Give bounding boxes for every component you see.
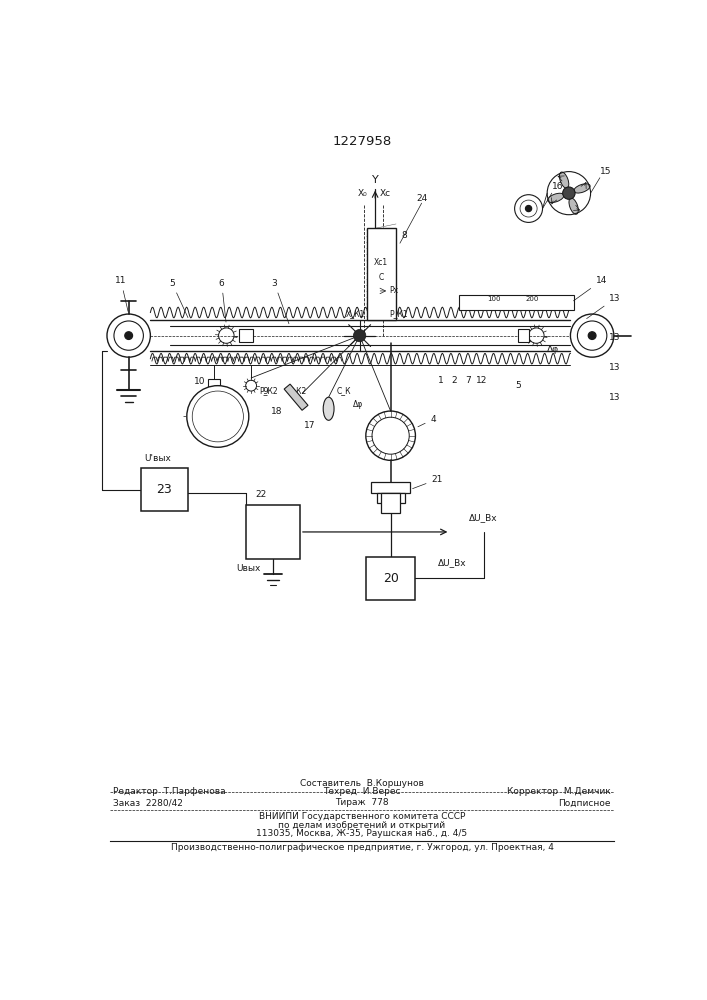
Ellipse shape [323,397,334,420]
Text: Р_К1: Р_К1 [389,310,408,319]
Bar [367,228,396,320]
Text: 113035, Москва, Ж-35, Раушская наб., д. 4/5: 113035, Москва, Ж-35, Раушская наб., д. … [257,829,467,838]
Text: Xc1: Xc1 [374,258,388,267]
Text: 2: 2 [451,376,457,385]
Text: 10: 10 [194,377,206,386]
Text: 5: 5 [169,279,188,318]
Text: 9: 9 [262,387,268,396]
Bar [518,329,529,342]
Text: Px: Px [389,286,398,295]
Text: 20: 20 [382,572,399,585]
Ellipse shape [548,193,564,203]
Text: 1: 1 [438,376,444,385]
Text: 7: 7 [465,376,471,385]
Text: U'вых: U'вых [145,454,172,463]
Circle shape [187,386,249,447]
Text: 15: 15 [600,167,612,176]
Bar [246,505,300,559]
Text: P_К2: P_К2 [259,387,277,396]
Text: 16: 16 [552,182,563,191]
Text: Δφ: Δφ [353,400,363,409]
Text: 13: 13 [609,393,621,402]
Bar [208,379,220,392]
Text: X_К1: X_К1 [346,310,366,319]
Ellipse shape [559,172,568,188]
Text: С_К: С_К [337,387,351,396]
Bar [141,468,187,511]
Circle shape [525,205,532,212]
Bar [239,329,252,342]
Text: ΔU_Вx: ΔU_Вx [438,558,467,567]
Text: X₀: X₀ [358,189,368,198]
Text: C: C [379,273,384,282]
Circle shape [354,329,366,342]
Text: Корректор  М.Демчик: Корректор М.Демчик [507,787,611,796]
Text: 13: 13 [609,363,621,372]
Text: 22: 22 [255,490,267,499]
Text: 23: 23 [156,483,173,496]
Text: 18: 18 [271,407,283,416]
Circle shape [125,332,132,339]
Text: 13: 13 [609,333,621,342]
Text: Составитель  В.Коршунов: Составитель В.Коршунов [300,779,424,788]
Text: ΔU_Вx: ΔU_Вx [469,514,498,523]
Text: 21: 21 [413,475,443,489]
Text: Производственно-полиграфическое предприятие, г. Ужгород, ул. Проектная, 4: Производственно-полиграфическое предприя… [170,843,554,852]
Circle shape [588,332,596,339]
Text: 5: 5 [515,381,521,390]
Text: по делам изобретений и открытий: по делам изобретений и открытий [279,821,445,830]
Text: 4: 4 [418,415,436,427]
Text: 100: 100 [487,296,501,302]
Text: 17: 17 [303,421,315,430]
Circle shape [563,187,575,199]
Text: 6: 6 [218,279,226,322]
Text: Тираж  778: Тираж 778 [335,798,389,807]
Text: Δφ: Δφ [547,345,559,354]
Text: 14: 14 [573,276,607,301]
Text: ВНИИПИ Государственного комитета СССР: ВНИИПИ Государственного комитета СССР [259,812,465,821]
Text: 11: 11 [115,276,128,311]
Text: Xc: Xc [380,189,391,198]
Text: 13: 13 [587,294,621,319]
Text: Подписное: Подписное [559,798,611,807]
Text: Заказ  2280/42: Заказ 2280/42 [113,798,183,807]
Text: 24: 24 [416,194,427,203]
Text: Редактор  Т.Парфенова: Редактор Т.Парфенова [113,787,226,796]
Text: Y: Y [372,175,378,185]
Ellipse shape [574,184,590,193]
Text: 12: 12 [477,376,488,385]
Text: 200: 200 [526,296,539,302]
Bar [371,482,410,493]
Ellipse shape [569,198,578,214]
Bar [366,557,416,600]
Text: 3: 3 [271,279,289,324]
Text: Техред  И.Верес: Техред И.Верес [323,787,401,796]
Bar [459,295,573,310]
Polygon shape [284,384,308,410]
Text: X_К2: X_К2 [288,387,308,396]
Text: 1227958: 1227958 [332,135,392,148]
Bar [381,493,400,513]
Text: 8: 8 [402,231,407,240]
Text: Uвых: Uвых [236,564,260,573]
Bar [377,493,404,503]
